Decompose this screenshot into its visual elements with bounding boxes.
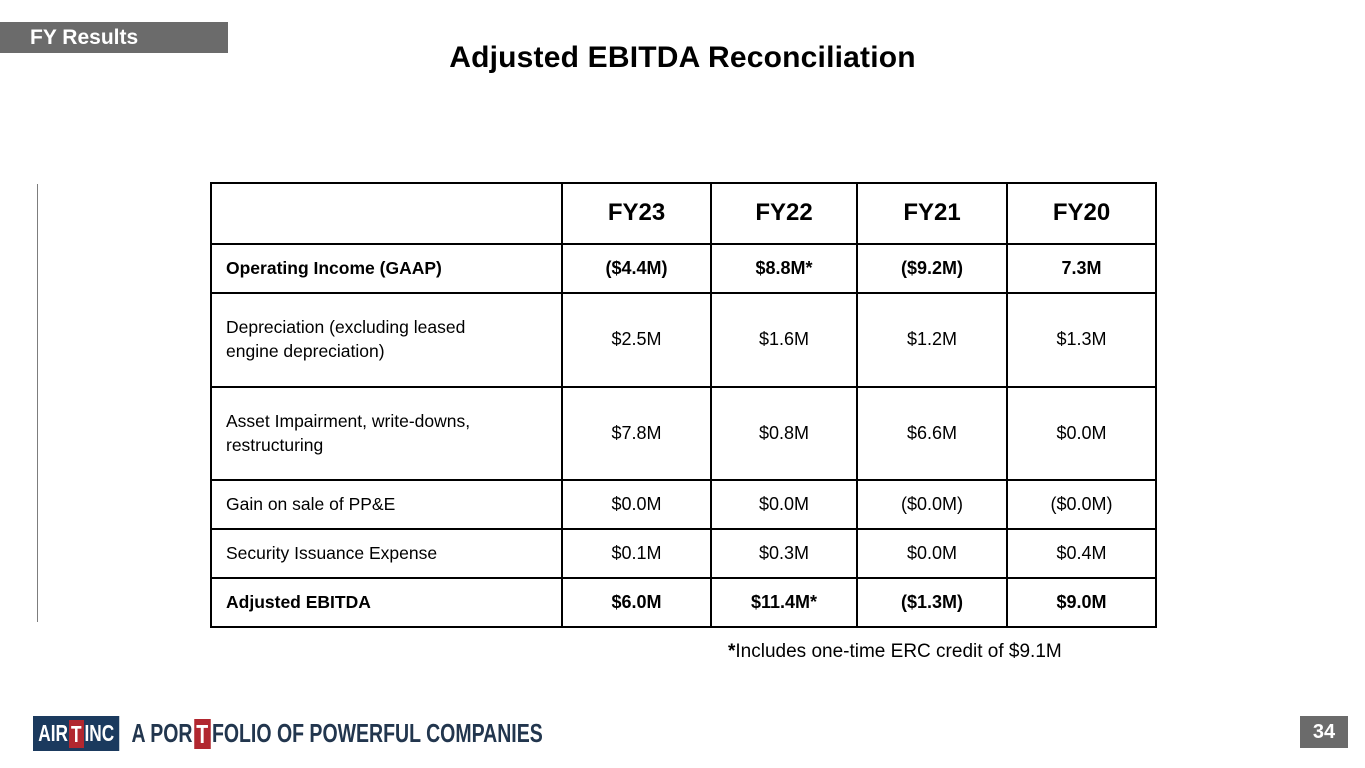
row-label: Adjusted EBITDA <box>210 577 563 628</box>
cell-value: ($9.2M) <box>856 242 1008 294</box>
cell-value: $8.8M* <box>710 242 858 294</box>
table-header-fy22: FY22 <box>710 182 858 245</box>
table-row-adjusted-ebitda: Adjusted EBITDA $6.0M $11.4M* ($1.3M) $9… <box>210 577 1157 628</box>
cell-value: $0.0M <box>856 528 1008 580</box>
cell-value: $0.0M <box>561 479 712 531</box>
cell-value: $6.0M <box>561 577 712 628</box>
table-row-operating-income: Operating Income (GAAP) ($4.4M) $8.8M* (… <box>210 242 1157 294</box>
cell-value: $6.6M <box>856 385 1008 482</box>
cell-value: $2.5M <box>561 291 712 388</box>
slide-tag: FY Results <box>0 22 228 53</box>
cell-value: ($0.0M) <box>1006 479 1157 531</box>
cell-value: $0.3M <box>710 528 858 580</box>
table-row-gain-on-sale: Gain on sale of PP&E $0.0M $0.0M ($0.0M)… <box>210 479 1157 531</box>
row-label: Gain on sale of PP&E <box>210 479 563 531</box>
cell-value: $0.0M <box>710 479 858 531</box>
logo-t-badge: T <box>68 719 84 748</box>
table-row-depreciation: Depreciation (excluding leased engine de… <box>210 291 1157 388</box>
tagline-pre-text: A POR <box>131 718 193 748</box>
page-title: Adjusted EBITDA Reconciliation <box>449 41 916 74</box>
footnote: *Includes one-time ERC credit of $9.1M <box>728 641 1062 663</box>
cell-value: 7.3M <box>1006 242 1157 294</box>
table-header-blank <box>210 182 563 245</box>
cell-value: $0.4M <box>1006 528 1157 580</box>
tagline-post-text: FOLIO OF POWERFUL COMPANIES <box>211 718 543 748</box>
cell-value: $1.3M <box>1006 291 1157 388</box>
table-header-row: FY23 FY22 FY21 FY20 <box>210 182 1157 245</box>
cell-value: ($1.3M) <box>856 577 1008 628</box>
cell-value: $0.8M <box>710 385 858 482</box>
table-header-fy23: FY23 <box>561 182 712 245</box>
tagline-t-badge: T <box>194 718 211 749</box>
cell-value: $0.1M <box>561 528 712 580</box>
row-label: Asset Impairment, write-downs, restructu… <box>210 385 563 482</box>
row-label: Security Issuance Expense <box>210 528 563 580</box>
company-logo: AIR T INC A POR T FOLIO OF POWERFUL COMP… <box>33 716 543 751</box>
cell-value: $0.0M <box>1006 385 1157 482</box>
cell-value: ($0.0M) <box>856 479 1008 531</box>
cell-value: $1.6M <box>710 291 858 388</box>
footnote-text: Includes one-time ERC credit of $9.1M <box>735 641 1062 662</box>
table-row-security-issuance: Security Issuance Expense $0.1M $0.3M $0… <box>210 528 1157 580</box>
footnote-asterisk: * <box>728 641 736 662</box>
row-label: Depreciation (excluding leased engine de… <box>210 291 563 388</box>
table-row-asset-impairment: Asset Impairment, write-downs, restructu… <box>210 385 1157 482</box>
cell-value: $7.8M <box>561 385 712 482</box>
logo-inc-text: INC <box>84 720 115 746</box>
logo-tagline: A POR T FOLIO OF POWERFUL COMPANIES <box>131 718 543 749</box>
page-number-badge: 34 <box>1300 716 1348 748</box>
table-header-fy21: FY21 <box>856 182 1008 245</box>
ebitda-reconciliation-table: FY23 FY22 FY21 FY20 Operating Income (GA… <box>210 182 1157 628</box>
left-accent-line <box>37 184 38 622</box>
airt-inc-logo-mark: AIR T INC <box>33 716 120 751</box>
cell-value: $11.4M* <box>710 577 858 628</box>
cell-value: $1.2M <box>856 291 1008 388</box>
cell-value: ($4.4M) <box>561 242 712 294</box>
cell-value: $9.0M <box>1006 577 1157 628</box>
row-label: Operating Income (GAAP) <box>210 242 563 294</box>
table-header-fy20: FY20 <box>1006 182 1157 245</box>
logo-air-text: AIR <box>38 720 68 746</box>
